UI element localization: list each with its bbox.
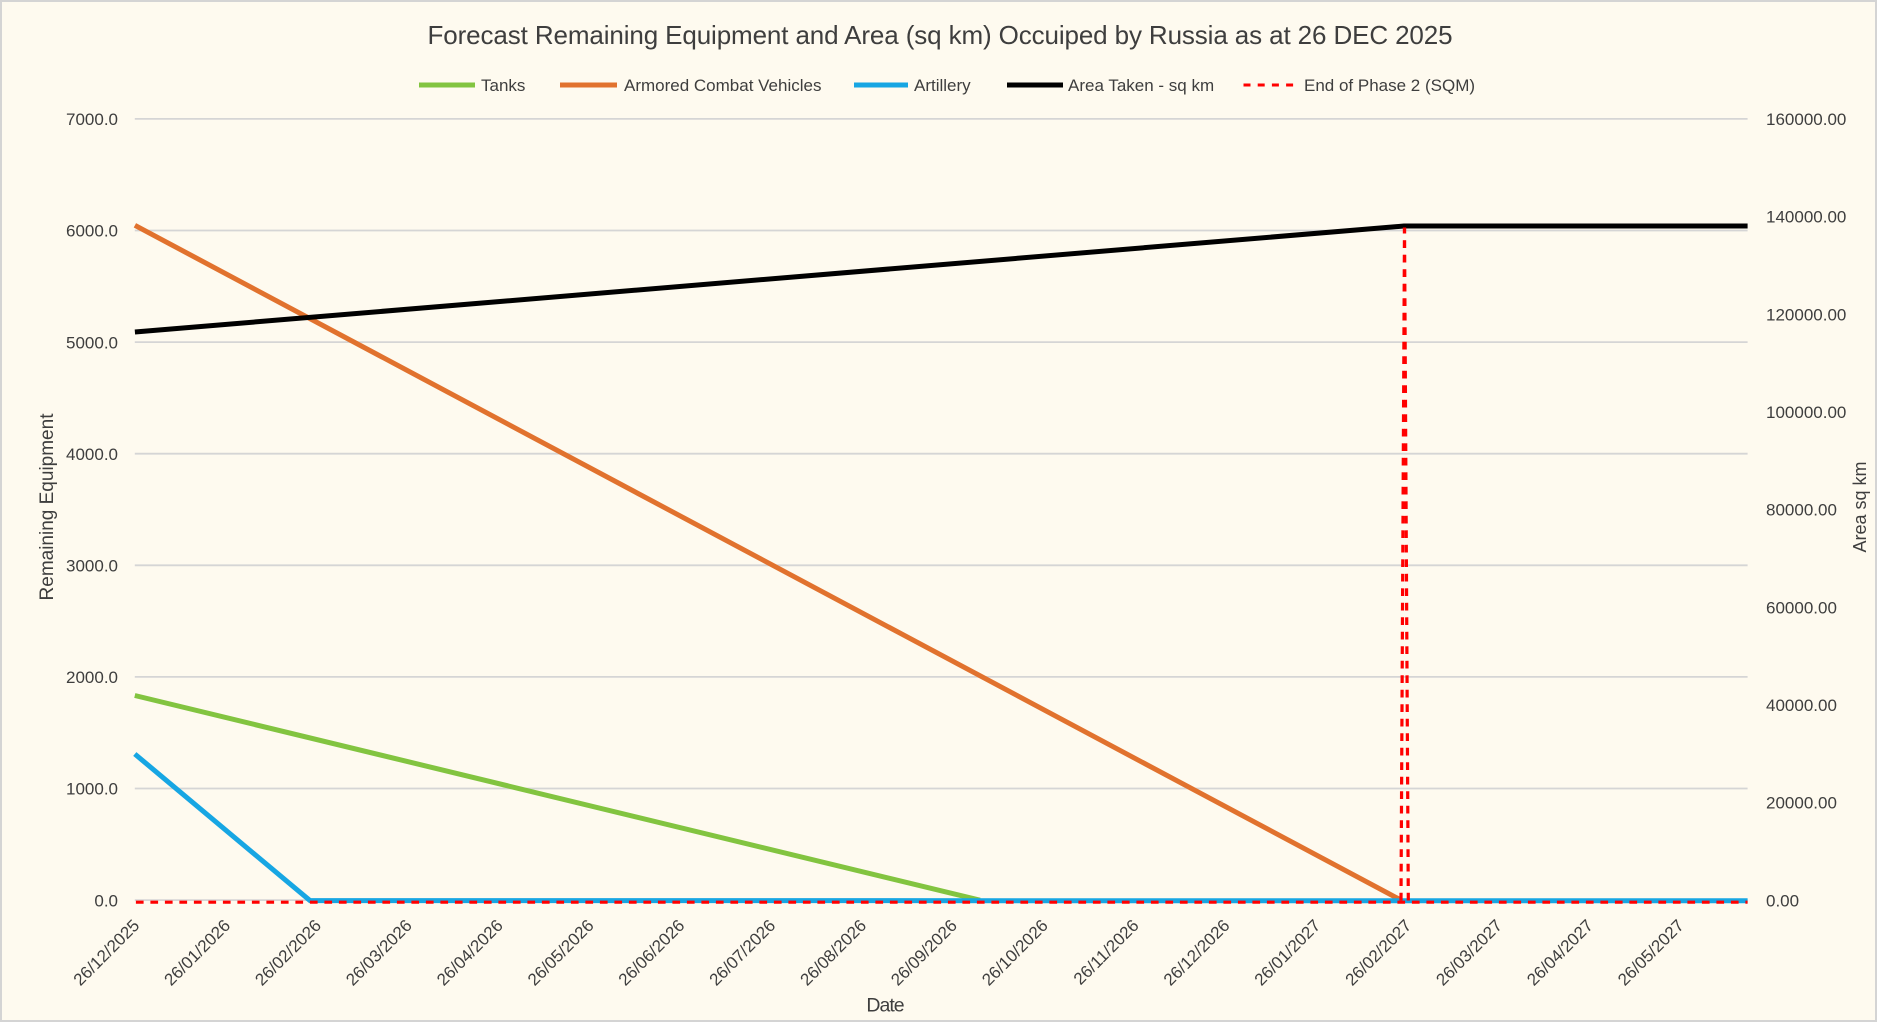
svg-text:Armored Combat Vehicles: Armored Combat Vehicles bbox=[624, 76, 821, 95]
svg-text:100000.00: 100000.00 bbox=[1766, 403, 1846, 422]
svg-text:3000.0: 3000.0 bbox=[66, 557, 118, 576]
svg-text:60000.00: 60000.00 bbox=[1766, 598, 1837, 617]
svg-text:Forecast Remaining Equipment a: Forecast Remaining Equipment and Area (s… bbox=[428, 20, 1453, 50]
svg-text:160000.00: 160000.00 bbox=[1766, 110, 1846, 129]
svg-text:0.00: 0.00 bbox=[1766, 891, 1799, 910]
svg-text:80000.00: 80000.00 bbox=[1766, 501, 1837, 520]
svg-text:5000.0: 5000.0 bbox=[66, 333, 118, 352]
svg-text:0.0: 0.0 bbox=[94, 891, 118, 910]
svg-text:Date: Date bbox=[866, 995, 903, 1017]
svg-text:140000.00: 140000.00 bbox=[1766, 208, 1846, 227]
svg-text:6000.0: 6000.0 bbox=[66, 222, 118, 241]
svg-text:End of Phase 2 (SQM): End of Phase 2 (SQM) bbox=[1304, 76, 1475, 95]
svg-text:7000.0: 7000.0 bbox=[66, 110, 118, 129]
svg-text:Remaining Equipment: Remaining Equipment bbox=[37, 413, 58, 601]
svg-text:2000.0: 2000.0 bbox=[66, 668, 118, 687]
svg-text:Tanks: Tanks bbox=[481, 76, 525, 95]
svg-text:40000.00: 40000.00 bbox=[1766, 696, 1837, 715]
svg-text:20000.00: 20000.00 bbox=[1766, 794, 1837, 813]
svg-text:Area Taken - sq km: Area Taken - sq km bbox=[1068, 76, 1214, 95]
svg-text:120000.00: 120000.00 bbox=[1766, 305, 1846, 324]
svg-text:1000.0: 1000.0 bbox=[66, 780, 118, 799]
svg-text:Artillery: Artillery bbox=[914, 76, 971, 95]
svg-text:Area sq km: Area sq km bbox=[1850, 461, 1870, 552]
svg-text:4000.0: 4000.0 bbox=[66, 445, 118, 464]
